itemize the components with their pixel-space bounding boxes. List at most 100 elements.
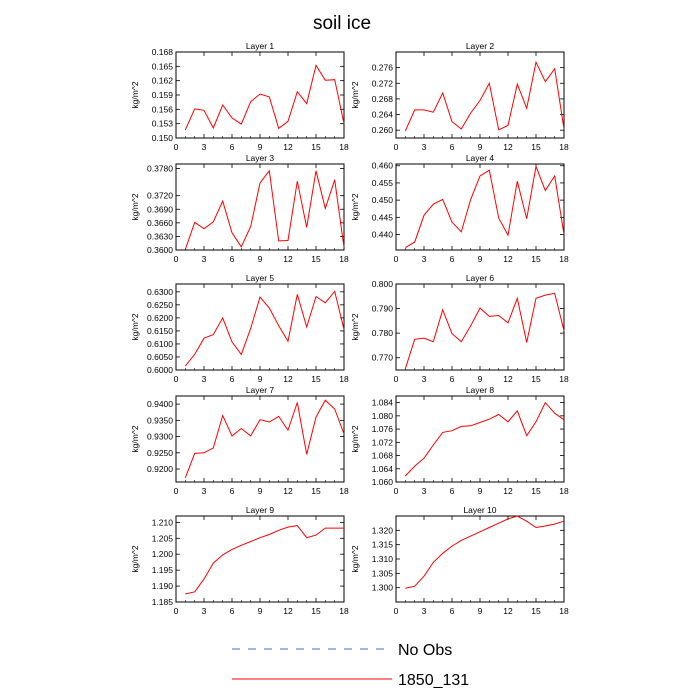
x-tick-label: 6 [450, 374, 455, 384]
plot-frame [175, 51, 345, 139]
x-tick-label: 0 [394, 606, 399, 616]
y-tick-label: 0.450 [372, 195, 394, 205]
x-tick-label: 12 [283, 142, 293, 152]
y-tick-label: 1.305 [372, 568, 394, 578]
y-tick-label: 1.076 [372, 424, 394, 434]
series-line-1850_131 [405, 515, 565, 589]
y-tick-label: 1.060 [372, 477, 394, 487]
x-tick-label: 15 [531, 142, 541, 152]
y-tick-label: 0.153 [152, 119, 174, 129]
x-tick-label: 18 [559, 142, 569, 152]
x-tick-label: 6 [230, 486, 235, 496]
y-tick-label: 1.084 [372, 398, 394, 408]
x-tick-label: 0 [174, 254, 179, 264]
x-tick-label: 12 [503, 374, 513, 384]
x-tick-label: 9 [478, 486, 483, 496]
y-tick-label: 1.072 [372, 437, 394, 447]
y-tick-label: 0.150 [152, 133, 174, 143]
y-tick-label: 1.190 [152, 581, 174, 591]
y-tick-label: 0.168 [152, 47, 174, 57]
y-tick-label: 1.200 [152, 549, 174, 559]
y-axis-label: kg/m^2 [350, 425, 360, 452]
y-axis-label: kg/m^2 [130, 193, 140, 220]
y-tick-label: 0.9250 [147, 448, 173, 458]
x-tick-label: 3 [422, 606, 427, 616]
legend: No Obs 1850_131 [232, 642, 469, 689]
figure-title: soil ice [313, 13, 371, 34]
x-tick-label: 3 [202, 254, 207, 264]
x-tick-label: 0 [394, 486, 399, 496]
x-tick-label: 6 [230, 142, 235, 152]
x-tick-label: 0 [174, 486, 179, 496]
y-tick-label: 0.9350 [147, 415, 173, 425]
series-line-1850_131 [185, 525, 344, 595]
x-tick-label: 15 [311, 254, 321, 264]
y-tick-label: 0.790 [372, 304, 394, 314]
x-tick-label: 18 [559, 606, 569, 616]
y-tick-label: 0.9200 [147, 464, 173, 474]
panel-layer-3: Layer 3 kg/m^2 0 3 6 9 12 15 18 0.3600 0.3630 0.366… [130, 153, 349, 264]
x-tick-label: 18 [559, 254, 569, 264]
y-axis-label: kg/m^2 [130, 425, 140, 452]
x-tick-label: 18 [339, 254, 349, 264]
y-tick-label: 1.205 [152, 533, 174, 543]
panel-layer-9: Layer 9 kg/m^2 0 3 6 9 12 15 18 1.185 1.190 1.195 1.… [130, 505, 349, 616]
x-tick-label: 0 [394, 374, 399, 384]
y-tick-label: 1.064 [372, 464, 394, 474]
panel-title: Layer 4 [466, 153, 495, 163]
plot-frame [395, 51, 565, 139]
x-tick-label: 12 [283, 374, 293, 384]
panel-layer-5: Layer 5 kg/m^2 0 3 6 9 12 15 18 0.6000 0.6050 0.610… [130, 273, 349, 384]
x-tick-label: 9 [478, 606, 483, 616]
y-tick-label: 0.800 [372, 279, 394, 289]
x-tick-label: 9 [258, 254, 263, 264]
x-tick-label: 0 [394, 254, 399, 264]
x-tick-label: 9 [258, 486, 263, 496]
x-tick-label: 12 [283, 606, 293, 616]
plot-frame [175, 163, 345, 251]
panel-layer-4: Layer 4 kg/m^2 0 3 6 9 12 15 18 0.440 0.445 0.450 0.… [350, 153, 569, 264]
y-tick-label: 0.6150 [147, 326, 173, 336]
series-line-1850_131 [184, 290, 345, 367]
x-tick-label: 12 [503, 486, 513, 496]
x-tick-label: 9 [478, 142, 483, 152]
y-tick-label: 1.315 [372, 540, 394, 550]
legend-label-1850-131: 1850_131 [398, 672, 469, 689]
plot-frame [395, 515, 565, 603]
panel-grid: Layer 1 kg/m^2 0 3 6 9 12 15 18 0.150 0.153 0.156 0.… [130, 41, 569, 616]
plot-frame [395, 395, 565, 483]
y-tick-label: 0.268 [372, 94, 394, 104]
x-tick-label: 6 [450, 142, 455, 152]
y-axis-label: kg/m^2 [130, 81, 140, 108]
y-tick-label: 0.460 [372, 161, 394, 171]
x-tick-label: 18 [559, 486, 569, 496]
y-tick-label: 0.440 [372, 230, 394, 240]
panel-layer-2: Layer 2 kg/m^2 0 3 6 9 12 15 18 0.260 0.264 0.268 0.… [350, 41, 569, 152]
y-tick-label: 0.9400 [147, 399, 173, 409]
y-tick-label: 0.3630 [147, 231, 173, 241]
x-tick-label: 6 [230, 254, 235, 264]
x-tick-label: 0 [174, 606, 179, 616]
x-tick-label: 9 [478, 374, 483, 384]
x-tick-label: 6 [230, 606, 235, 616]
x-tick-label: 6 [230, 374, 235, 384]
x-tick-label: 3 [422, 486, 427, 496]
x-tick-label: 6 [450, 606, 455, 616]
x-tick-label: 3 [422, 374, 427, 384]
y-tick-label: 0.6050 [147, 352, 173, 362]
y-axis-label: kg/m^2 [130, 545, 140, 572]
x-tick-label: 6 [450, 254, 455, 264]
panel-title: Layer 10 [463, 505, 496, 515]
x-tick-label: 3 [422, 142, 427, 152]
x-tick-label: 15 [311, 374, 321, 384]
y-tick-label: 1.080 [372, 411, 394, 421]
y-axis-label: kg/m^2 [130, 313, 140, 340]
y-tick-label: 0.455 [372, 178, 394, 188]
y-tick-label: 0.6200 [147, 313, 173, 323]
x-tick-label: 18 [339, 486, 349, 496]
x-tick-label: 12 [283, 486, 293, 496]
y-tick-label: 1.320 [372, 525, 394, 535]
y-tick-label: 1.185 [152, 597, 174, 607]
y-tick-label: 0.276 [372, 63, 394, 73]
y-tick-label: 1.068 [372, 451, 394, 461]
